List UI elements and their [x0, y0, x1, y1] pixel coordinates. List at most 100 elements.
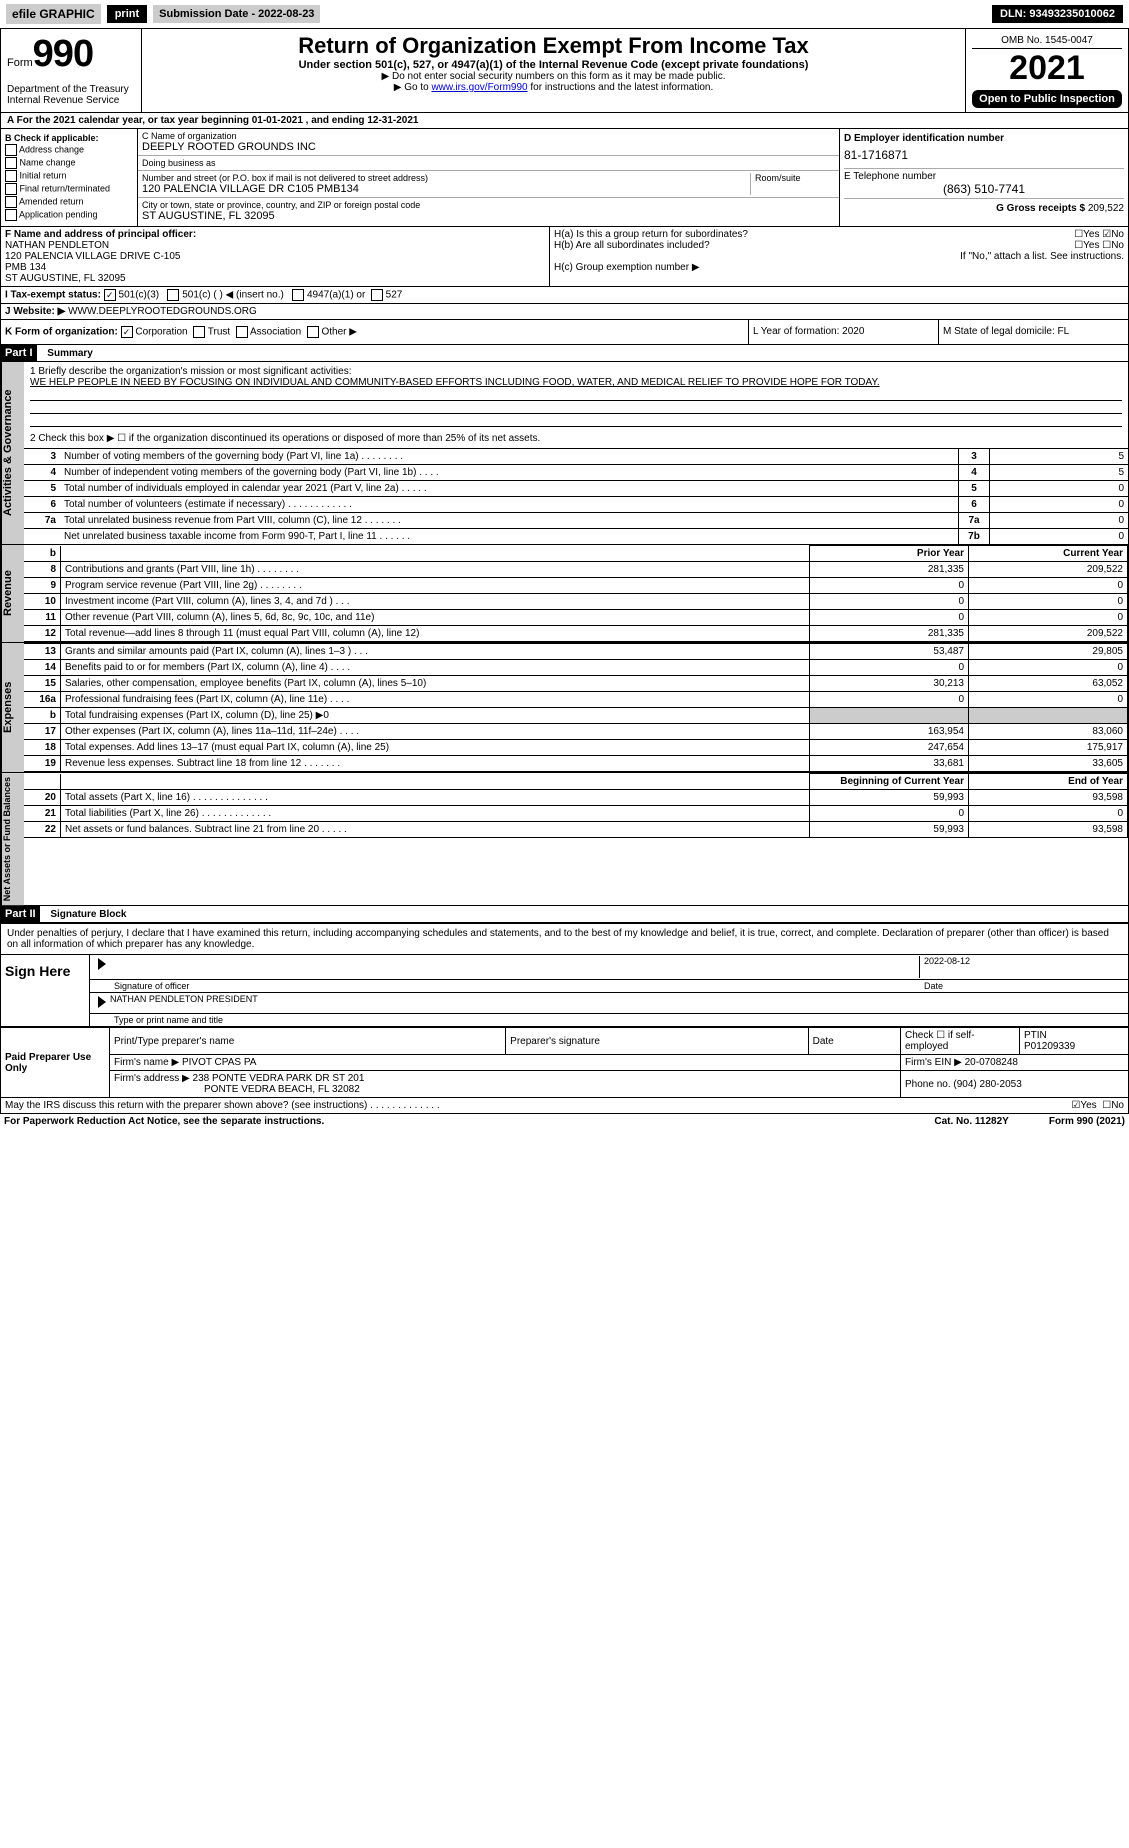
checkbox[interactable]	[5, 183, 17, 195]
table-row: 4Number of independent voting members of…	[24, 465, 1128, 481]
exp-table: 13Grants and similar amounts paid (Part …	[24, 643, 1128, 772]
table-row: 7aTotal unrelated business revenue from …	[24, 513, 1128, 529]
dln: DLN: 93493235010062	[992, 5, 1123, 23]
h-b: H(b) Are all subordinates included?☐Yes …	[554, 240, 1124, 251]
efile-label: efile GRAPHIC	[6, 4, 101, 24]
section-h: H(a) Is this a group return for subordin…	[550, 227, 1128, 286]
row-a: A For the 2021 calendar year, or tax yea…	[0, 113, 1129, 129]
table-row: 12Total revenue—add lines 8 through 11 (…	[24, 626, 1128, 642]
na-table: Beginning of Current YearEnd of Year20To…	[24, 773, 1128, 838]
mission-q: 1 Briefly describe the organization's mi…	[30, 366, 1122, 377]
cb-corp[interactable]	[121, 326, 133, 338]
city-val: ST AUGUSTINE, FL 32095	[142, 210, 835, 222]
ptin-cell: PTINP01209339	[1020, 1028, 1129, 1055]
sidebar-governance: Activities & Governance	[1, 362, 24, 544]
col-b: B Check if applicable: Address change Na…	[1, 129, 138, 226]
paid-preparer: Paid Preparer Use Only Print/Type prepar…	[0, 1027, 1129, 1098]
table-row: 16aProfessional fundraising fees (Part I…	[24, 692, 1128, 708]
table-row: Net unrelated business taxable income fr…	[24, 529, 1128, 545]
table-row: 10Investment income (Part VIII, column (…	[24, 594, 1128, 610]
table-row: 21Total liabilities (Part X, line 26) . …	[24, 806, 1128, 822]
row-k: K Form of organization: Corporation Trus…	[0, 320, 1129, 345]
firm-addr: Firm's address ▶ 238 PONTE VEDRA PARK DR…	[110, 1071, 901, 1098]
paid-left: Paid Preparer Use Only	[1, 1028, 110, 1098]
table-row: 3Number of voting members of the governi…	[24, 449, 1128, 465]
print-button[interactable]: print	[107, 5, 147, 23]
col-b-title: B Check if applicable:	[5, 133, 133, 143]
cb-501c[interactable]	[167, 289, 179, 301]
col-c: C Name of organization DEEPLY ROOTED GRO…	[138, 129, 840, 226]
table-row: 18Total expenses. Add lines 13–17 (must …	[24, 740, 1128, 756]
sidebar-expenses: Expenses	[1, 643, 24, 772]
dept: Department of the Treasury Internal Reve…	[7, 84, 135, 106]
org-name: DEEPLY ROOTED GROUNDS INC	[142, 141, 835, 153]
checkbox-line: Address change	[5, 144, 133, 156]
f-line: 120 PALENCIA VILLAGE DRIVE C-105	[5, 251, 545, 262]
rev-table: bPrior YearCurrent Year8Contributions an…	[24, 545, 1128, 642]
table-row: 14Benefits paid to or for members (Part …	[24, 660, 1128, 676]
main-info: B Check if applicable: Address change Na…	[0, 129, 1129, 227]
arrow2-pre: ▶ Go to	[394, 82, 432, 93]
f-line: PMB 134	[5, 262, 545, 273]
cb-other[interactable]	[307, 326, 319, 338]
form990-link[interactable]: www.irs.gov/Form990	[431, 82, 527, 93]
checkbox[interactable]	[5, 196, 17, 208]
checkbox[interactable]	[5, 170, 17, 182]
i-label: I Tax-exempt status:	[5, 290, 101, 301]
table-row: 6Total number of volunteers (estimate if…	[24, 497, 1128, 513]
firm-name: Firm's name ▶ PIVOT CPAS PA	[110, 1055, 901, 1071]
k-label: K Form of organization:	[5, 327, 118, 338]
expenses-block: Expenses 13Grants and similar amounts pa…	[0, 643, 1129, 773]
j-label: J Website: ▶	[5, 306, 65, 317]
revenue-block: Revenue bPrior YearCurrent Year8Contribu…	[0, 545, 1129, 643]
checkbox[interactable]	[5, 144, 17, 156]
cb-501c3[interactable]	[104, 289, 116, 301]
footer-right: Form 990 (2021)	[1049, 1116, 1125, 1127]
checkbox[interactable]	[5, 157, 17, 169]
gross-label: G Gross receipts $	[996, 203, 1085, 214]
cb-trust[interactable]	[193, 326, 205, 338]
f-line: NATHAN PENDLETON	[5, 240, 545, 251]
checkbox-line: Amended return	[5, 196, 133, 208]
name-label: C Name of organization	[142, 131, 835, 141]
sidebar-revenue: Revenue	[1, 545, 24, 642]
city-block: City or town, state or province, country…	[138, 198, 839, 224]
cb-4947[interactable]	[292, 289, 304, 301]
open-public: Open to Public Inspection	[972, 90, 1122, 108]
netassets-block: Net Assets or Fund Balances Beginning of…	[0, 773, 1129, 906]
cb-527[interactable]	[371, 289, 383, 301]
checkbox-line: Application pending	[5, 209, 133, 221]
topbar: efile GRAPHIC print Submission Date - 20…	[0, 0, 1129, 28]
h-c: H(c) Group exemption number ▶	[554, 262, 1124, 273]
addr-block: Number and street (or P.O. box if mail i…	[138, 171, 839, 198]
h-a: H(a) Is this a group return for subordin…	[554, 229, 1124, 240]
header: Form990 Department of the Treasury Inter…	[0, 28, 1129, 113]
table-row: 20Total assets (Part X, line 16) . . . .…	[24, 790, 1128, 806]
table-row: 17Other expenses (Part IX, column (A), l…	[24, 724, 1128, 740]
may-discuss: May the IRS discuss this return with the…	[0, 1098, 1129, 1114]
header-center: Return of Organization Exempt From Incom…	[142, 29, 966, 112]
table-row: 8Contributions and grants (Part VIII, li…	[24, 562, 1128, 578]
sig-text: Under penalties of perjury, I declare th…	[1, 924, 1128, 954]
phone-block: E Telephone number (863) 510-7741	[844, 169, 1124, 199]
room-label: Room/suite	[750, 173, 835, 195]
part2-header: Part II	[1, 906, 40, 922]
dba-label: Doing business as	[142, 158, 835, 168]
line2: 2 Check this box ▶ ☐ if the organization…	[30, 433, 1122, 444]
row-j: J Website: ▶ WWW.DEEPLYROOTEDGROUNDS.ORG	[0, 304, 1129, 320]
gross-val: 209,522	[1088, 203, 1124, 214]
table-row: 11Other revenue (Part VIII, column (A), …	[24, 610, 1128, 626]
city-label: City or town, state or province, country…	[142, 200, 835, 210]
phone-label: E Telephone number	[844, 171, 1124, 182]
table-row: 13Grants and similar amounts paid (Part …	[24, 644, 1128, 660]
addr-val: 120 PALENCIA VILLAGE DR C105 PMB134	[142, 183, 750, 195]
table-row: 5Total number of individuals employed in…	[24, 481, 1128, 497]
h2: Preparer's signature	[506, 1028, 808, 1055]
h1: Print/Type preparer's name	[110, 1028, 506, 1055]
cb-assoc[interactable]	[236, 326, 248, 338]
checkbox[interactable]	[5, 209, 17, 221]
name-title: NATHAN PENDLETON PRESIDENT	[110, 994, 258, 1012]
h3: Date	[808, 1028, 900, 1055]
sig-officer-label: Signature of officer	[114, 981, 924, 991]
arrow2-post: for instructions and the latest informat…	[528, 82, 714, 93]
